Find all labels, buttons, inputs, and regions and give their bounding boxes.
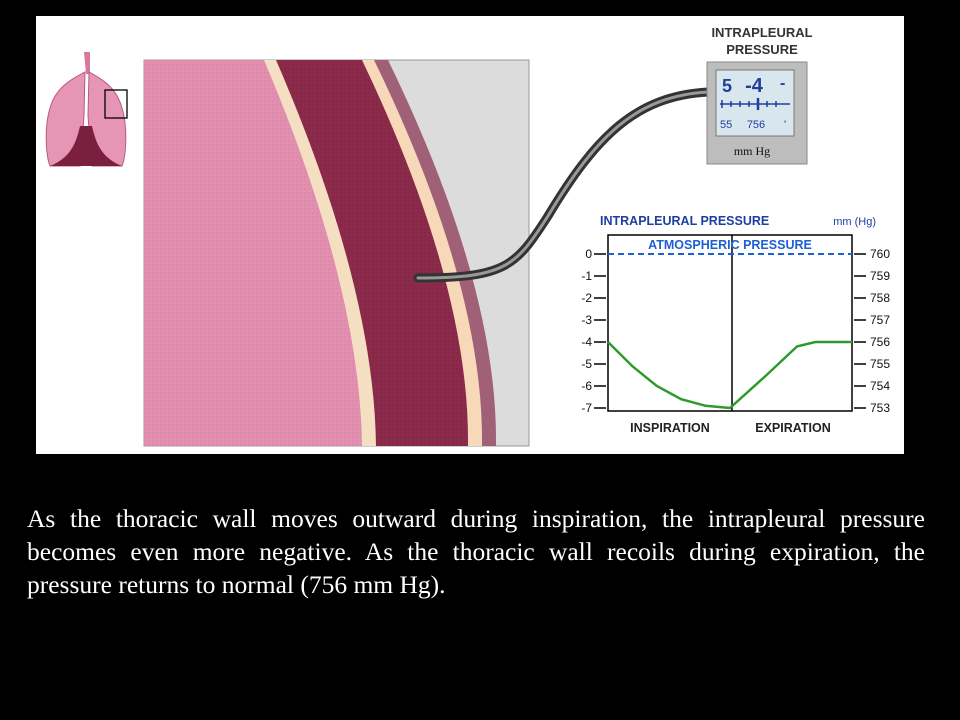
plot-area bbox=[607, 234, 853, 412]
gauge-title-line1: Intrapleural bbox=[711, 25, 812, 40]
gauge-right-mark: - bbox=[780, 75, 785, 92]
left-axis-tick-label: -2 bbox=[581, 291, 592, 305]
gauge-scale-center: 756 bbox=[747, 119, 765, 131]
pressure-gauge: Intrapleural Pressure 5 -4 - 55 756 ' mm… bbox=[706, 25, 813, 165]
right-axis-tick-label: 760 bbox=[870, 247, 890, 261]
trachea bbox=[84, 52, 90, 74]
left-axis-tick-label: -3 bbox=[581, 313, 592, 327]
chart-title: Intrapleural Pressure bbox=[600, 214, 769, 228]
left-axis-tick-label: -6 bbox=[581, 379, 592, 393]
gauge-title-line2: Pressure bbox=[726, 42, 798, 57]
atmospheric-pressure-label: Atmospheric Pressure bbox=[648, 238, 812, 252]
chart-title-unit: mm (Hg) bbox=[833, 216, 876, 228]
left-axis-tick-label: -7 bbox=[581, 401, 592, 415]
gauge-screen bbox=[715, 69, 795, 137]
thoracic-wall-section bbox=[143, 59, 530, 447]
phase-label-expiration: Expiration bbox=[755, 421, 830, 435]
left-axis-tick-label: 0 bbox=[585, 247, 592, 261]
diagram-figure: Intrapleural Pressure 5 -4 - 55 756 ' mm… bbox=[36, 16, 904, 454]
diagram-canvas: Intrapleural Pressure 5 -4 - 55 756 ' mm… bbox=[45, 25, 890, 447]
right-axis-tick-label: 757 bbox=[870, 313, 890, 327]
heart bbox=[50, 126, 122, 166]
gauge-scale-right: ' bbox=[784, 119, 786, 131]
gauge-scale-left: 55 bbox=[720, 119, 732, 131]
pressure-chart: Intrapleural Pressure mm (Hg) 0 -1 -2 -3 -4 -… bbox=[581, 214, 890, 435]
gauge-scale bbox=[720, 98, 790, 110]
gauge-display-value: -4 bbox=[745, 75, 764, 97]
left-axis-tick-label: -5 bbox=[581, 357, 592, 371]
lung-thumbnail bbox=[45, 52, 128, 167]
right-axis-tick-label: 754 bbox=[870, 379, 890, 393]
left-axis-tick-label: -4 bbox=[581, 335, 592, 349]
right-axis-tick-label: 753 bbox=[870, 401, 890, 415]
gauge-left-digit: 5 bbox=[722, 76, 732, 96]
right-axis-tick-label: 759 bbox=[870, 269, 890, 283]
right-axis-tick-label: 758 bbox=[870, 291, 890, 305]
zoom-box bbox=[104, 89, 128, 119]
right-axis-tick-label: 755 bbox=[870, 357, 890, 371]
phase-label-inspiration: Inspiration bbox=[630, 421, 710, 435]
right-axis-tick-label: 756 bbox=[870, 335, 890, 349]
right-axis: 760 759 758 757 756 755 754 753 bbox=[854, 247, 890, 415]
left-axis: 0 -1 -2 -3 -4 -5 -6 -7 bbox=[581, 247, 606, 415]
right-lung bbox=[87, 71, 127, 167]
gauge-unit: mm Hg bbox=[734, 144, 770, 158]
left-axis-tick-label: -1 bbox=[581, 269, 592, 283]
caption-text: As the thoracic wall moves outward durin… bbox=[27, 504, 925, 599]
pressure-series-line bbox=[607, 340, 852, 410]
